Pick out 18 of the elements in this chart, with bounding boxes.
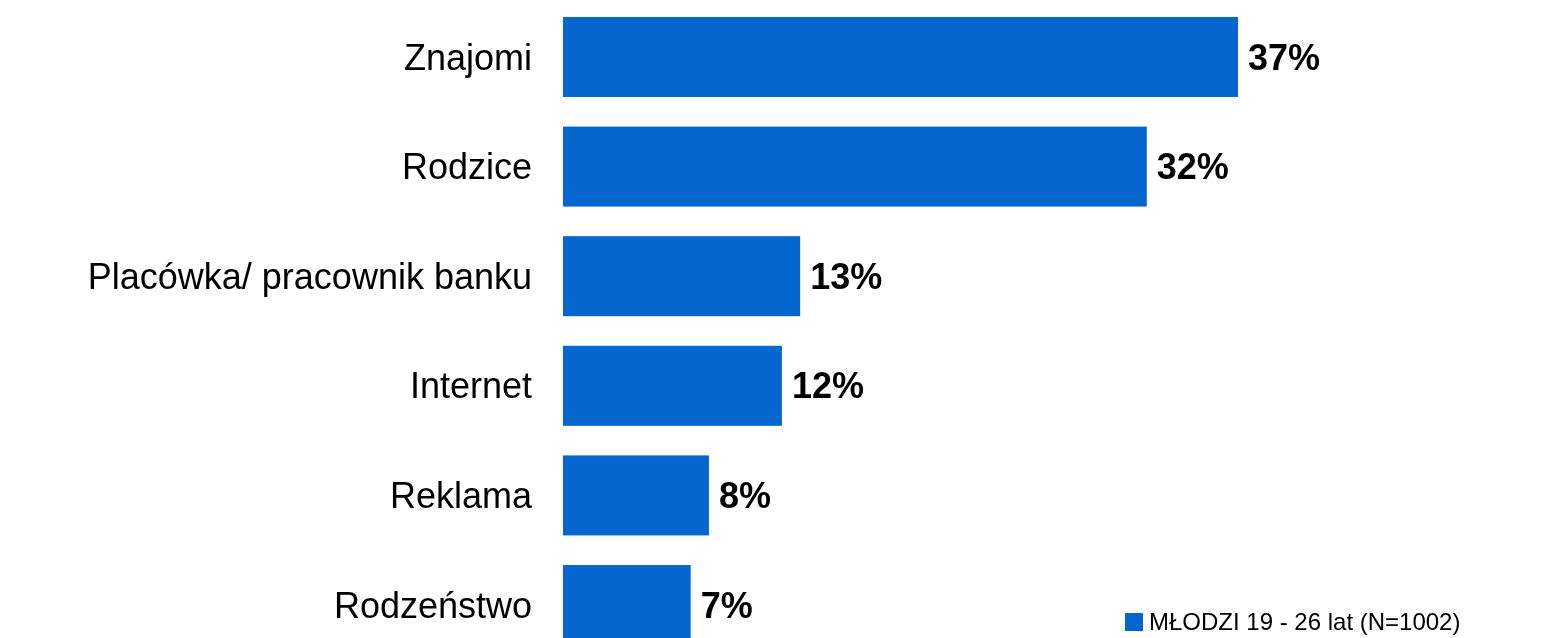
y-tick-label: Internet xyxy=(409,365,532,407)
bar xyxy=(563,236,801,317)
data-label: 12% xyxy=(791,365,864,407)
data-label: 8% xyxy=(718,475,771,517)
data-label: 13% xyxy=(810,255,883,297)
bar xyxy=(563,345,782,426)
y-tick-label: Rodzice xyxy=(401,146,532,188)
y-tick-label: Placówka/ pracownik banku xyxy=(87,255,532,297)
bar xyxy=(563,16,1238,97)
legend-label: MŁODZI 19 - 26 lat (N=1002) xyxy=(1149,608,1461,636)
y-tick-label: Reklama xyxy=(389,475,533,517)
y-tick-label: Znajomi xyxy=(403,36,532,78)
y-tick-label: Rodzeństwo xyxy=(333,584,532,626)
bar xyxy=(563,455,709,536)
data-label: 7% xyxy=(700,584,753,626)
data-label: 37% xyxy=(1248,36,1321,78)
bar xyxy=(563,126,1147,207)
data-label: 32% xyxy=(1156,146,1229,188)
